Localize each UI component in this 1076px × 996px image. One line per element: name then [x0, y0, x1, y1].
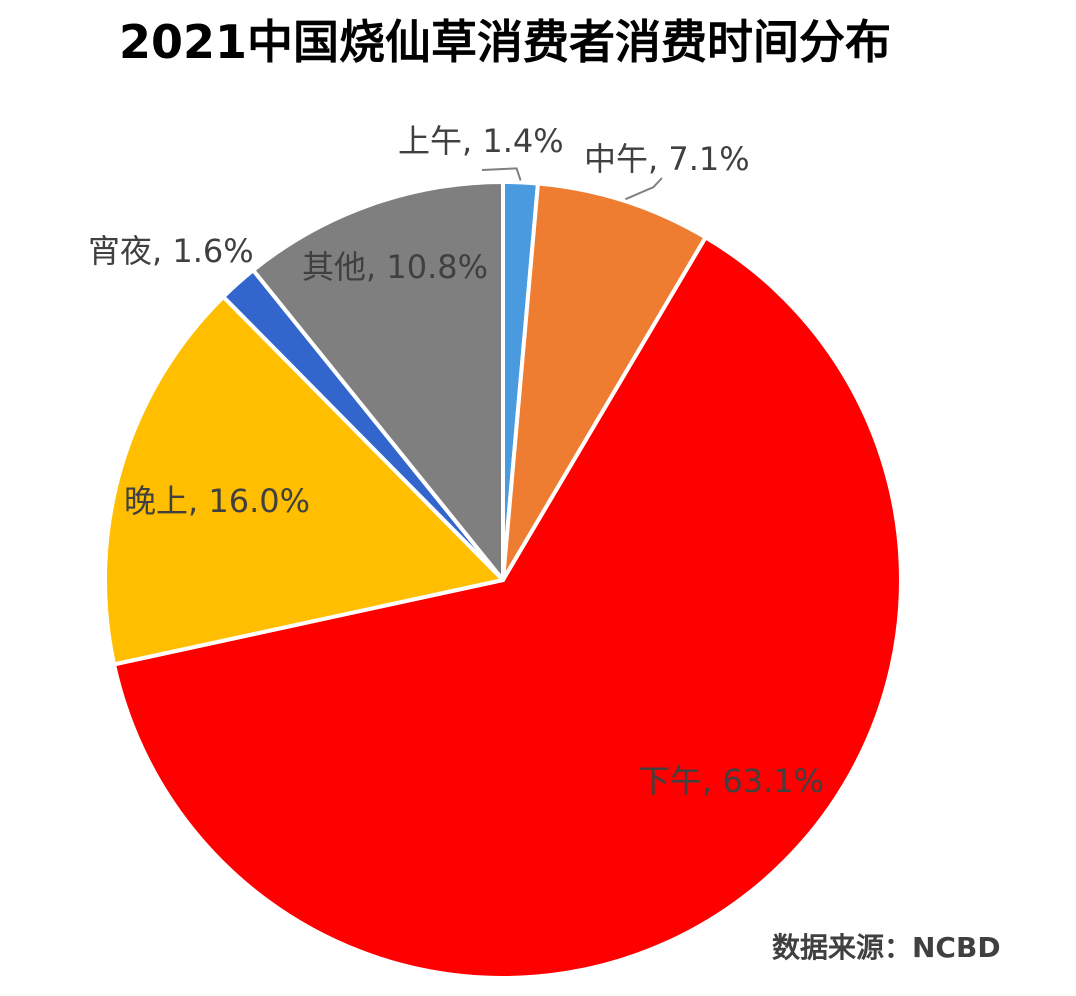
leader-line-morning	[481, 167, 522, 181]
pie-slice-evening	[103, 294, 505, 667]
pie-slice-noon	[501, 181, 708, 582]
pie-label-afternoon: 下午, 63.1%	[638, 762, 824, 800]
pie-slice-other	[251, 180, 505, 582]
pie-slice-afternoon	[112, 235, 903, 980]
pie-label-late-night: 宵夜, 1.6%	[88, 232, 254, 270]
pie-label-other: 其他, 10.8%	[302, 248, 488, 286]
source-note: 数据来源：NCBD	[772, 931, 1001, 964]
chart-title: 2021中国烧仙草消费者消费时间分布	[118, 15, 892, 69]
label-leader-lines	[481, 167, 663, 201]
leader-line-noon	[625, 177, 663, 201]
pie-slices	[103, 180, 903, 980]
pie-label-noon: 中午, 7.1%	[584, 140, 750, 178]
pie-label-morning: 上午, 1.4%	[398, 122, 564, 160]
pie-label-evening: 晚上, 16.0%	[124, 482, 310, 520]
pie-labels: 上午, 1.4% 中午, 7.1% 下午, 63.1% 晚上, 16.0% 宵夜, 1.…	[88, 122, 824, 800]
